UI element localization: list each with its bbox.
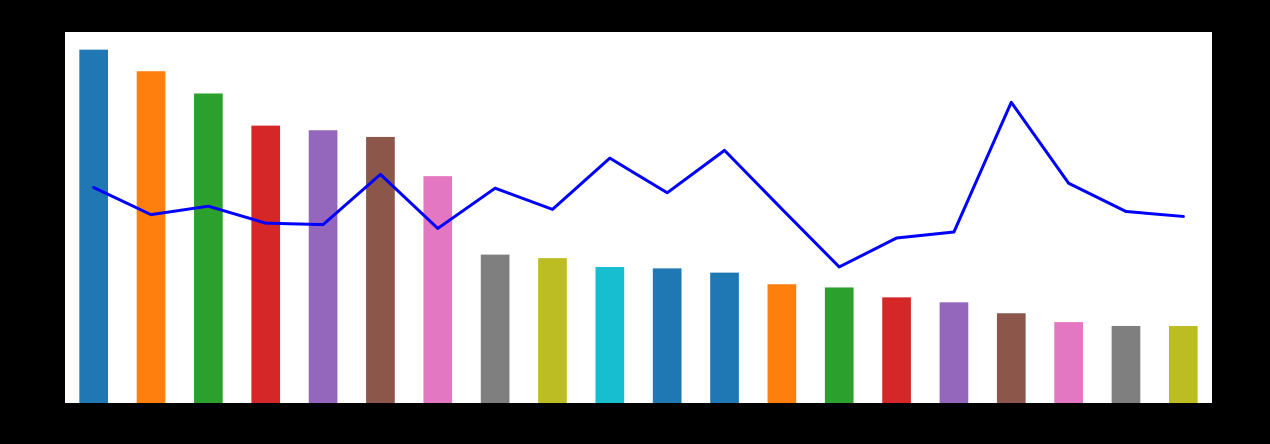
bar-10 [595, 266, 625, 403]
bar-19 [1111, 325, 1141, 403]
bar-18 [1054, 322, 1083, 403]
bar-14 [824, 287, 854, 403]
bar-7 [423, 176, 453, 403]
bar-11 [652, 268, 682, 403]
bar-8 [480, 254, 510, 403]
bar-4 [251, 125, 281, 403]
bar-5 [308, 130, 338, 403]
line-series [92, 100, 1185, 269]
bar-17 [996, 313, 1026, 403]
bar-16 [939, 302, 969, 403]
bar-2 [136, 71, 166, 403]
bar-3 [194, 93, 223, 403]
bar-1 [79, 49, 109, 403]
bar-12 [710, 272, 739, 403]
plot-area [65, 32, 1212, 403]
bar-9 [538, 258, 567, 403]
bar-13 [767, 284, 797, 403]
chart-svg [79, 49, 1198, 403]
bar-20 [1168, 325, 1198, 403]
bar-6 [366, 136, 395, 403]
bar-15 [882, 297, 911, 403]
